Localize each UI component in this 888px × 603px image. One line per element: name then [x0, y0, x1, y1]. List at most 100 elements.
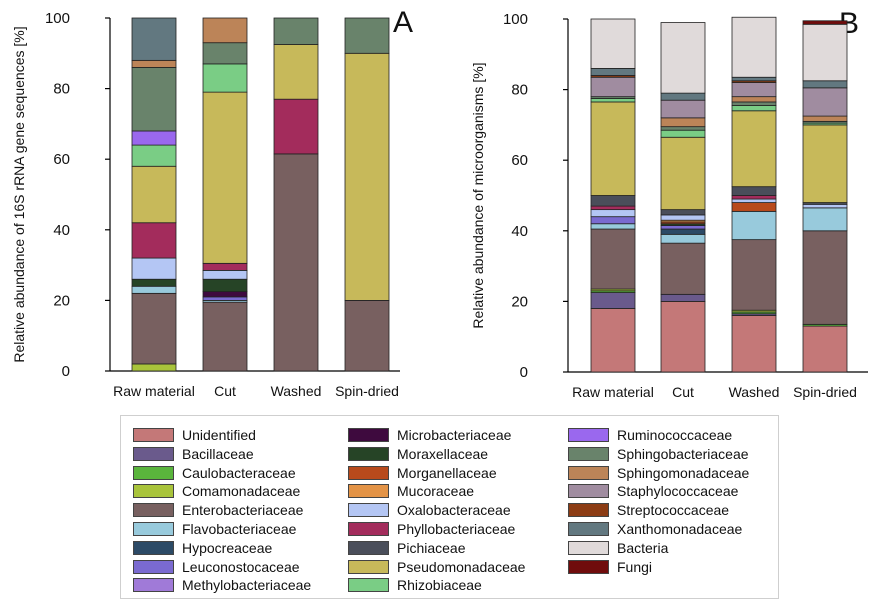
- legend-swatch: [568, 484, 609, 499]
- legend-label: Comamonadaceae: [182, 483, 301, 500]
- bar-segment-moraxellaceae: [131, 278, 177, 287]
- legend-item: Methylobacteriaceae: [133, 576, 311, 594]
- legend-item: Pseudomonadaceae: [348, 558, 525, 576]
- bar-segment-pseudomonadaceae: [202, 91, 248, 264]
- x-tick-label: Raw material: [113, 383, 195, 399]
- bar-segment-bacteria: [731, 16, 777, 78]
- y-tick-label: 0: [520, 364, 528, 381]
- bar-segment-sphingomonadaceae: [802, 115, 848, 122]
- legend-label: Sphingomonadaceae: [617, 464, 750, 481]
- y-tick-label: 80: [511, 82, 528, 99]
- bar-segment-flavobacteriaceae: [731, 210, 777, 241]
- legend-label: Methylobacteriaceae: [182, 577, 312, 594]
- bar-segment-enterobacteriaceae: [131, 292, 177, 365]
- legend-label: Sphingobacteriaceae: [617, 445, 749, 462]
- legend-swatch: [348, 559, 389, 574]
- bar-segment-microbacteriaceae: [202, 291, 248, 298]
- bar-segment-oxalobacteraceae: [660, 214, 706, 221]
- legend-swatch: [133, 559, 174, 574]
- bar-segment-sphingobacteriaceae: [131, 67, 177, 132]
- bar-segment-bacillaceae: [590, 292, 636, 309]
- bar-segment-leuconostocaceae: [590, 216, 636, 225]
- bar-segment-xanthomonadaceae: [731, 76, 777, 82]
- bar-segment-sphingomonadaceae: [731, 96, 777, 103]
- y-tick-label: 100: [45, 10, 70, 27]
- bar-segment-pseudomonadaceae: [802, 124, 848, 203]
- bar-segment-staphylococcaceae: [590, 76, 636, 98]
- legend-swatch: [568, 446, 609, 461]
- chart-panel-a: 0 20 40 60 80 100 Relative abundance of 16S rR…: [11, 6, 413, 399]
- bar-segment-oxalobacteraceae: [802, 203, 848, 209]
- legend-item: Phyllobacteriaceae: [348, 520, 515, 538]
- bar-segment-bacillaceae: [660, 293, 706, 302]
- legend-item: Morganellaceae: [348, 464, 497, 482]
- bar-segment-pseudomonadaceae: [344, 52, 390, 301]
- bar-segment-sphingobacteriaceae: [273, 17, 319, 45]
- bar-segment-rhizobiaceae: [202, 63, 248, 93]
- bar-segment-moraxellaceae: [202, 278, 248, 292]
- legend-item: Rhizobiaceae: [348, 576, 482, 594]
- bar-segment-pseudomonadaceae: [273, 44, 319, 100]
- bar-segment-oxalobacteraceae: [202, 269, 248, 280]
- bar-segment-oxalobacteraceae: [131, 257, 177, 280]
- bar-segment-sphingobacteriaceae: [731, 101, 777, 106]
- bar-segment-pseudomonadaceae: [131, 165, 177, 224]
- bar-segment-enterobacteriaceae: [202, 301, 248, 372]
- legend-swatch: [348, 540, 389, 555]
- panel-label: A: [393, 6, 413, 39]
- legend-swatch: [348, 484, 389, 499]
- bar-segment-staphylococcaceae: [802, 87, 848, 117]
- legend-swatch: [133, 503, 174, 518]
- bar-segment-staphylococcaceae: [660, 99, 706, 119]
- bar-segment-sphingomonadaceae: [660, 117, 706, 128]
- legend-label: Bacteria: [617, 539, 669, 556]
- y-tick-label: 20: [511, 293, 528, 310]
- legend-swatch: [133, 484, 174, 499]
- bar-segment-flavobacteriaceae: [131, 285, 177, 294]
- legend: Unidentified Bacillaceae Caulobacteraceae C…: [120, 415, 779, 599]
- legend-label: Flavobacteriaceae: [182, 521, 297, 537]
- bar-segment-enterobacteriaceae: [590, 228, 636, 290]
- legend-swatch: [348, 428, 389, 442]
- x-tick-label: Cut: [672, 384, 694, 400]
- legend-item: Bacillaceae: [133, 445, 254, 463]
- legend-label: Bacillaceae: [182, 445, 254, 462]
- legend-item: Unidentified: [133, 426, 256, 444]
- bar-segment-pseudomonadaceae: [731, 110, 777, 188]
- legend-item: Fungi: [568, 558, 652, 576]
- bar-segment-enterobacteriaceae: [802, 230, 848, 325]
- bar-segment-flavobacteriaceae: [590, 223, 636, 230]
- legend-item: Bacteria: [568, 539, 668, 557]
- bar-segment-unidentified: [802, 325, 848, 373]
- legend-item: Oxalobacteraceae: [348, 501, 511, 519]
- legend-swatch: [348, 446, 389, 461]
- bar-segment-comamonadaceae: [131, 363, 177, 372]
- legend-label: Streptococcaceae: [617, 502, 730, 519]
- legend-swatch: [348, 503, 389, 518]
- legend-item: Mucoraceae: [348, 482, 474, 500]
- legend-label: Enterobacteriaceae: [182, 502, 304, 519]
- bar-segment-xanthomonadaceae: [660, 92, 706, 101]
- bar-segment-phyllobacteriaceae: [590, 205, 636, 211]
- legend-swatch: [568, 465, 609, 480]
- bar-segment-rhizobiaceae: [731, 105, 777, 112]
- x-tick-label: Raw material: [572, 384, 654, 400]
- x-tick-label: Washed: [729, 384, 780, 400]
- y-tick-label: 20: [53, 292, 70, 309]
- bar-segment-unidentified: [660, 300, 706, 373]
- legend-item: Sphingomonadaceae: [568, 464, 749, 482]
- legend-swatch: [348, 465, 389, 480]
- legend-item: Staphylococcaceae: [568, 482, 738, 500]
- legend-swatch: [133, 446, 174, 461]
- legend-item: Hypocreaceae: [133, 539, 272, 557]
- legend-label: Phyllobacteriaceae: [397, 521, 516, 537]
- bar-segment-morganellaceae: [731, 202, 777, 212]
- legend-label: Staphylococcaceae: [617, 483, 739, 500]
- legend-label: Fungi: [617, 558, 653, 575]
- bar-segment-unidentified: [731, 315, 777, 373]
- y-axis-title: Relative abundance of 16S rRNA gene sequ…: [11, 26, 27, 362]
- bar-segment-enterobacteriaceae: [660, 242, 706, 295]
- bar-segment-oxalobacteraceae: [731, 198, 777, 203]
- legend-swatch: [568, 428, 609, 442]
- legend-item: Streptococcaceae: [568, 501, 729, 519]
